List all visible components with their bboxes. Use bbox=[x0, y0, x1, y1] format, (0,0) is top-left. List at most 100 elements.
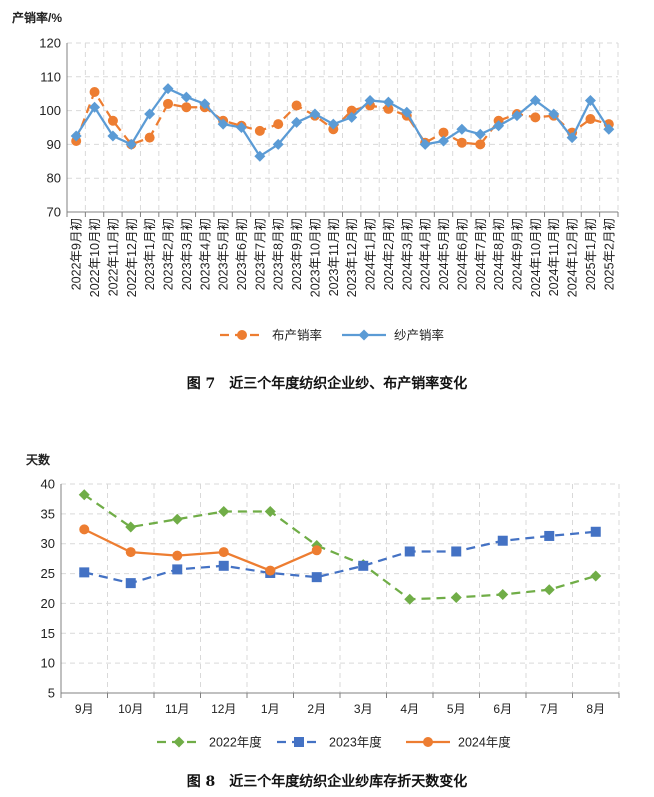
series-1-point bbox=[401, 106, 413, 118]
y-tick-label: 120 bbox=[39, 36, 61, 51]
series-1-point bbox=[89, 101, 101, 113]
x-tick-label: 2025年2月初 bbox=[602, 218, 616, 290]
series-0-point bbox=[163, 98, 174, 109]
chart2-ylabel: 天数 bbox=[26, 452, 51, 467]
series-0-point bbox=[450, 591, 462, 603]
chart1-ylabel: 产销率/% bbox=[12, 10, 62, 25]
y-tick-label: 40 bbox=[41, 477, 55, 492]
series-1-point bbox=[451, 546, 462, 557]
series-0-point bbox=[125, 521, 137, 533]
series-0-point bbox=[590, 570, 602, 582]
series-0-point bbox=[273, 119, 284, 130]
chart-sales-ratio: 产销率/% 70 80 90 100 110 120 2022年9月初 2022年10月初 2… bbox=[12, 10, 619, 392]
x-tick-label: 2023年6月初 bbox=[235, 218, 249, 290]
x-tick-label: 7月 bbox=[540, 702, 559, 716]
series-1-point bbox=[272, 138, 284, 150]
x-tick-label: 6月 bbox=[493, 702, 512, 716]
series-1-point bbox=[217, 118, 229, 130]
series-1-point bbox=[254, 150, 266, 162]
series-0-point bbox=[78, 489, 90, 501]
x-tick-label: 2024年11月初 bbox=[547, 218, 561, 296]
series-1-point bbox=[70, 130, 82, 142]
series-0-point bbox=[291, 100, 302, 111]
series-1-point bbox=[456, 123, 468, 135]
y-tick-label: 70 bbox=[47, 205, 61, 220]
x-tick-label: 1月 bbox=[261, 702, 280, 716]
series-1-point bbox=[180, 91, 192, 103]
series-1-point bbox=[419, 138, 431, 150]
y-tick-label: 5 bbox=[48, 686, 55, 701]
x-tick-label: 2023年8月初 bbox=[272, 218, 286, 290]
legend-label: 2024年度 bbox=[458, 735, 511, 750]
x-tick-label: 10月 bbox=[118, 702, 143, 716]
series-1-point bbox=[309, 108, 321, 120]
series-0-point bbox=[346, 105, 357, 116]
series-line-1 bbox=[83, 530, 596, 585]
series-1-point bbox=[404, 546, 415, 557]
x-tick-label: 2024年3月初 bbox=[400, 218, 414, 290]
series-0-point bbox=[218, 505, 230, 517]
series-1-point bbox=[125, 138, 137, 150]
series-1-point bbox=[311, 572, 322, 583]
legend-label: 2022年度 bbox=[209, 735, 262, 750]
y-tick-label: 10 bbox=[41, 656, 55, 671]
x-tick-label: 2024年9月初 bbox=[510, 218, 524, 290]
series-0-point bbox=[254, 125, 265, 136]
series-0-point bbox=[438, 127, 449, 138]
series-1-point bbox=[79, 567, 90, 578]
x-tick-label: 2023年5月初 bbox=[217, 218, 231, 290]
series-0-point bbox=[181, 102, 192, 113]
legend-label: 纱产销率 bbox=[394, 328, 444, 343]
x-tick-label: 2023年3月初 bbox=[180, 218, 194, 290]
legend-label: 布产销率 bbox=[272, 328, 322, 343]
series-1-point bbox=[218, 560, 229, 571]
x-tick-label: 2023年10月初 bbox=[308, 218, 322, 297]
series-line-0 bbox=[83, 493, 597, 601]
series-0-point bbox=[383, 103, 394, 114]
legend-swatch-marker bbox=[173, 736, 185, 748]
y-tick-label: 100 bbox=[39, 103, 61, 118]
x-tick-label: 2024年10月初 bbox=[529, 218, 543, 297]
series-0-point bbox=[107, 115, 118, 126]
x-tick-label: 2023年11月初 bbox=[327, 218, 341, 296]
series-2-point bbox=[218, 547, 229, 558]
x-tick-label: 2024年4月初 bbox=[419, 218, 433, 290]
series-0-point bbox=[497, 588, 509, 600]
series-2-point bbox=[172, 550, 183, 561]
legend-swatch-marker bbox=[237, 330, 247, 340]
x-tick-label: 2023年7月初 bbox=[253, 218, 267, 290]
x-tick-label: 2024年1月初 bbox=[364, 218, 378, 290]
x-tick-label: 4月 bbox=[400, 702, 419, 716]
y-tick-label: 90 bbox=[47, 137, 61, 152]
x-tick-label: 2024年2月初 bbox=[382, 218, 396, 290]
y-tick-label: 110 bbox=[40, 69, 61, 84]
x-tick-label: 12月 bbox=[211, 702, 236, 716]
legend-label: 2023年度 bbox=[329, 735, 382, 750]
series-1-point bbox=[162, 83, 174, 95]
series-0-point bbox=[530, 112, 541, 123]
series-line-2 bbox=[83, 528, 318, 572]
x-tick-label: 2025年1月初 bbox=[584, 218, 598, 290]
x-tick-label: 3月 bbox=[354, 702, 373, 716]
legend-swatch-marker bbox=[358, 329, 370, 341]
series-0-point bbox=[543, 584, 555, 596]
series-1-point bbox=[544, 530, 555, 541]
series-1-point bbox=[364, 94, 376, 106]
x-tick-label: 2022年9月初 bbox=[70, 218, 84, 290]
x-tick-label: 2月 bbox=[307, 702, 326, 716]
series-1-point bbox=[603, 123, 615, 135]
x-tick-label: 9月 bbox=[75, 702, 94, 716]
x-tick-label: 5月 bbox=[447, 702, 466, 716]
series-1-point bbox=[172, 564, 183, 575]
series-0-point bbox=[404, 593, 416, 605]
series-1-point bbox=[497, 535, 508, 546]
y-tick-label: 35 bbox=[41, 506, 55, 521]
series-2-point bbox=[265, 565, 276, 576]
chart1-caption: 图 7 近三个年度纺织企业纱、布产销率变化 bbox=[187, 375, 468, 392]
chart2-caption: 图 8 近三个年度纺织企业纱库存折天数变化 bbox=[187, 773, 468, 790]
y-tick-label: 30 bbox=[41, 536, 55, 551]
x-tick-label: 2024年6月初 bbox=[455, 218, 469, 290]
x-tick-label: 2023年4月初 bbox=[198, 218, 212, 290]
series-1-point bbox=[584, 94, 596, 106]
